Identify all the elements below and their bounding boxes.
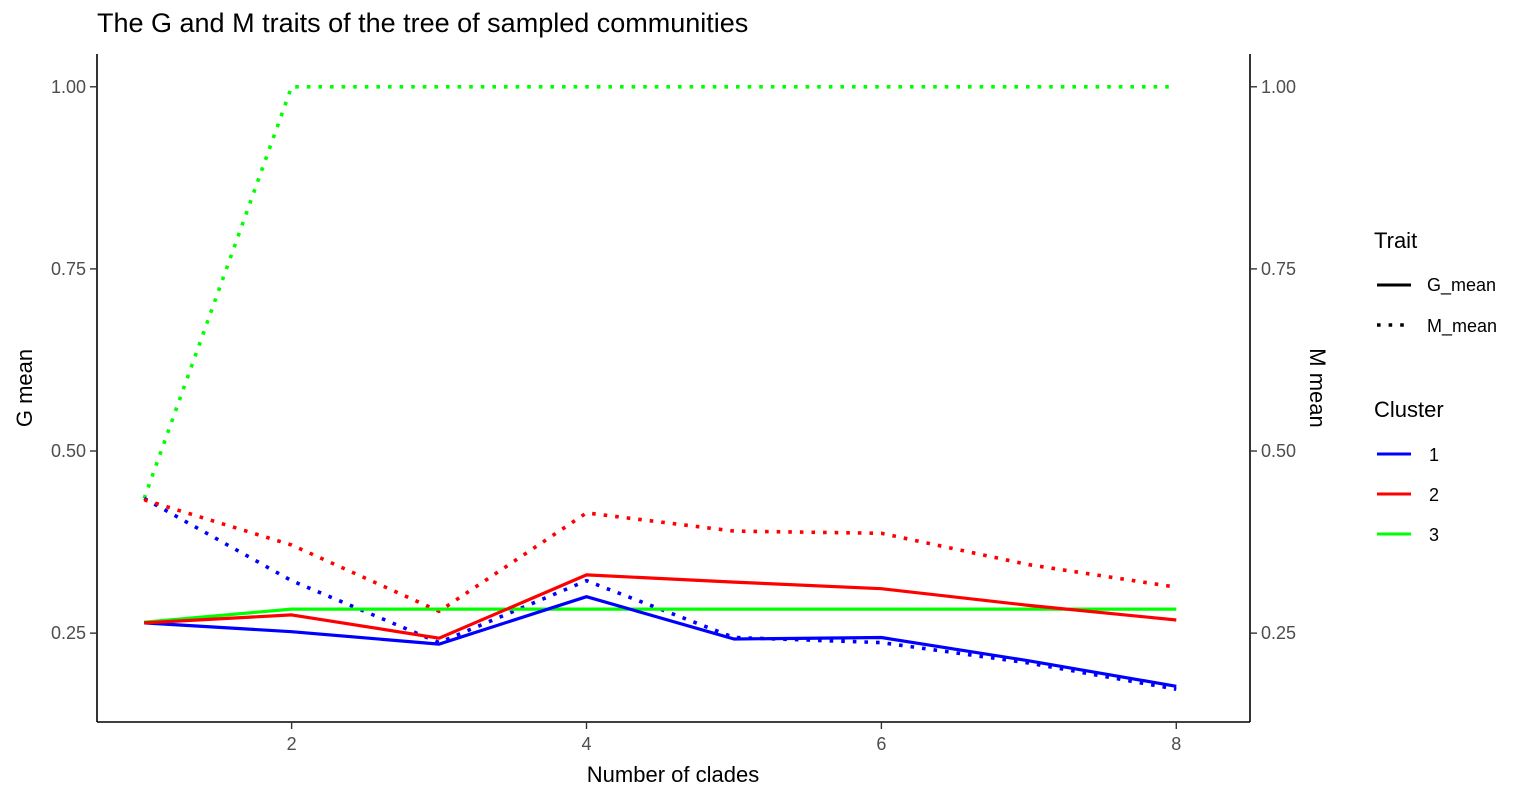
legend-label-m-mean: M_mean [1427,316,1497,337]
y-tick-label-right: 0.25 [1261,623,1296,643]
legend-label-cluster-3: 3 [1429,525,1439,545]
legend: Trait G_mean M_mean Cluster 1 2 3 [1374,228,1497,545]
series-line-g-mean-cluster-3 [144,607,1177,624]
y-tick-label-right: 0.50 [1261,441,1296,461]
x-axis-title: Number of clades [587,762,759,787]
series-line-g-mean-cluster-2 [144,573,1177,640]
y-ticks-right: 0.25 0.50 0.75 1.00 [1250,77,1296,643]
series-line-m-mean-cluster-1 [143,496,1177,691]
legend-title-trait: Trait [1374,228,1417,253]
y-tick-label-left: 0.75 [51,259,86,279]
y-tick-label-left: 1.00 [51,77,86,97]
series-line-m-mean-cluster-2 [143,498,1177,614]
y-axis-title-right: M mean [1305,348,1330,427]
y-tick-label-left: 0.50 [51,441,86,461]
legend-label-g-mean: G_mean [1427,275,1496,296]
y-tick-label-right: 1.00 [1261,77,1296,97]
x-tick-label: 4 [582,734,592,754]
y-axis-title: G mean [12,349,37,427]
y-tick-label-right: 0.75 [1261,259,1296,279]
chart-title: The G and M traits of the tree of sample… [97,8,749,38]
x-tick-label: 2 [287,734,297,754]
legend-label-cluster-1: 1 [1429,445,1439,465]
x-ticks: 2 4 6 8 [287,722,1181,754]
series-line-g-mean-cluster-1 [144,595,1177,688]
x-tick-label: 8 [1171,734,1181,754]
series-line-m-mean-cluster-3 [142,85,1177,500]
y-tick-label-left: 0.25 [51,623,86,643]
y-ticks-left: 0.25 0.50 0.75 1.00 [51,77,97,643]
legend-title-cluster: Cluster [1374,397,1444,422]
series-layer [142,85,1177,691]
x-tick-label: 6 [876,734,886,754]
legend-label-cluster-2: 2 [1429,485,1439,505]
